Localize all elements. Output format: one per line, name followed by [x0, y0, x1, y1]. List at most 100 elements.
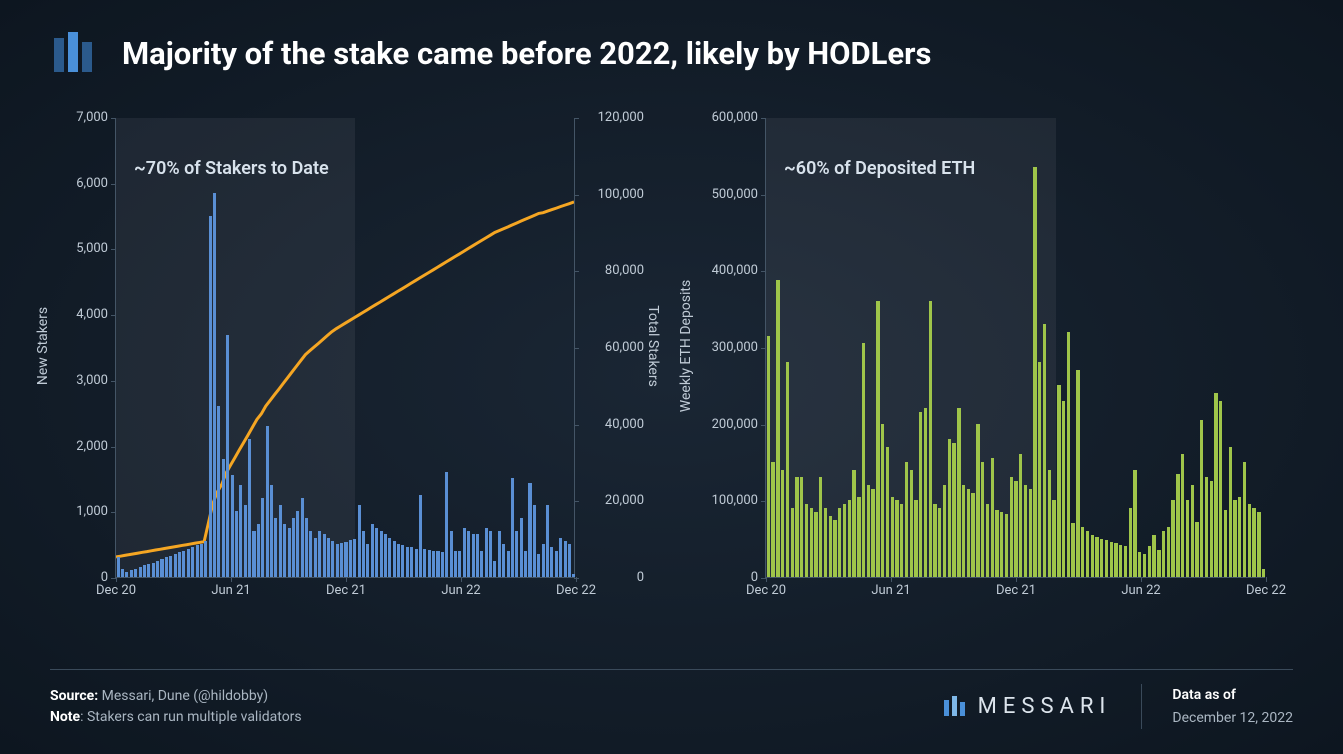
new-stakers-bar: [147, 564, 150, 577]
new-stakers-bar: [358, 505, 361, 577]
eth-deposits-bar: [905, 462, 908, 577]
eth-deposits-bar: [1024, 485, 1027, 577]
new-stakers-bar: [476, 534, 479, 577]
new-stakers-bar: [252, 531, 255, 577]
brand-mark-icon: [942, 694, 968, 720]
eth-deposits-bar: [1262, 569, 1265, 577]
eth-deposits-bar: [1148, 546, 1151, 577]
right-chart-panel: Weekly ETH Deposits ~60% of Deposited ET…: [670, 108, 1300, 628]
eth-deposits-bar: [1010, 477, 1013, 577]
brand-logo-icon: [50, 28, 100, 78]
eth-deposits-bar: [1257, 512, 1260, 577]
new-stakers-bar: [454, 551, 457, 577]
new-stakers-bar: [152, 563, 155, 577]
y-tick-label: 200,000: [686, 417, 766, 432]
left-chart-y-left-label: New Stakers: [35, 307, 51, 385]
eth-deposits-bar: [1119, 545, 1122, 577]
new-stakers-bar: [542, 544, 545, 577]
new-stakers-bar: [209, 216, 212, 577]
eth-deposits-bar: [881, 424, 884, 577]
new-stakers-bar: [270, 485, 273, 577]
eth-deposits-bar: [900, 504, 903, 577]
new-stakers-bar: [423, 549, 426, 577]
eth-deposits-bar: [1210, 481, 1213, 577]
new-stakers-bar: [419, 495, 422, 577]
eth-deposits-bar: [914, 500, 917, 577]
eth-deposits-bar: [852, 470, 855, 577]
eth-deposits-bar: [1076, 370, 1079, 577]
eth-deposits-bar: [1048, 470, 1051, 577]
new-stakers-bar: [309, 531, 312, 577]
new-stakers-bar: [384, 534, 387, 577]
date-label: Data as of: [1172, 684, 1293, 706]
new-stakers-bar: [472, 534, 475, 577]
new-stakers-bar: [274, 518, 277, 577]
new-stakers-bar: [537, 554, 540, 577]
eth-deposits-bar: [986, 504, 989, 577]
y-tick-label: 120,000: [574, 110, 644, 125]
new-stakers-bar: [217, 406, 220, 577]
eth-deposits-bar: [1138, 552, 1141, 577]
eth-deposits-bar: [1238, 497, 1241, 578]
new-stakers-bar: [489, 531, 492, 577]
eth-deposits-bar: [1071, 523, 1074, 577]
new-stakers-bar: [388, 538, 391, 577]
new-stakers-bar: [244, 505, 247, 577]
eth-deposits-bar: [1176, 474, 1179, 578]
new-stakers-bar: [169, 556, 172, 577]
new-stakers-bar: [401, 545, 404, 577]
eth-deposits-bar: [1252, 508, 1255, 577]
new-stakers-bar: [344, 542, 347, 577]
y-tick-label: 100,000: [574, 187, 644, 202]
eth-deposits-bar: [1167, 527, 1170, 577]
new-stakers-bar: [143, 565, 146, 577]
new-stakers-bar: [200, 544, 203, 577]
y-tick-label: 80,000: [574, 263, 644, 278]
eth-deposits-bar: [1029, 489, 1032, 577]
new-stakers-bar: [318, 531, 321, 577]
eth-deposits-bar: [876, 301, 879, 577]
new-stakers-bar: [340, 543, 343, 577]
footer-source-note: Source: Messari, Dune (@hildobby) Note: …: [50, 686, 912, 728]
new-stakers-bar: [498, 531, 501, 577]
eth-deposits-bar: [1200, 420, 1203, 577]
new-stakers-bar: [559, 538, 562, 577]
eth-deposits-bar: [1100, 539, 1103, 577]
new-stakers-bar: [292, 518, 295, 577]
left-chart-plot: ~70% of Stakers to Date 01,0002,0003,000…: [115, 118, 575, 578]
eth-deposits-bar: [786, 362, 789, 577]
new-stakers-bar: [288, 528, 291, 577]
eth-deposits-bar: [814, 512, 817, 577]
new-stakers-bar: [305, 518, 308, 577]
new-stakers-bar: [380, 531, 383, 577]
new-stakers-bar: [397, 544, 400, 577]
new-stakers-bar: [187, 549, 190, 577]
new-stakers-bar: [279, 505, 282, 577]
eth-deposits-bar: [1214, 393, 1217, 577]
source-value: Messari, Dune (@hildobby): [98, 688, 268, 704]
new-stakers-bar: [520, 518, 523, 577]
eth-deposits-bar: [1038, 362, 1041, 577]
new-stakers-bar: [480, 551, 483, 577]
eth-deposits-bar: [967, 489, 970, 577]
header: Majority of the stake came before 2022, …: [0, 0, 1343, 88]
eth-deposits-bar: [805, 504, 808, 577]
note-label: Note: [50, 709, 80, 725]
eth-deposits-bar: [1229, 447, 1232, 577]
eth-deposits-bar: [1124, 546, 1127, 577]
new-stakers-bar: [362, 531, 365, 577]
new-stakers-bar: [572, 574, 575, 577]
y-tick-label: 20,000: [574, 493, 644, 508]
left-annotation: ~70% of Stakers to Date: [134, 158, 329, 179]
new-stakers-bar: [406, 547, 409, 577]
new-stakers-bar: [564, 541, 567, 577]
new-stakers-bar: [327, 538, 330, 577]
new-stakers-bar: [130, 570, 133, 577]
eth-deposits-bar: [1152, 535, 1155, 577]
new-stakers-bar: [323, 534, 326, 577]
eth-deposits-bar: [1143, 554, 1146, 577]
eth-deposits-bar: [891, 497, 894, 578]
eth-deposits-bar: [767, 336, 770, 578]
eth-deposits-bar: [957, 408, 960, 577]
new-stakers-bar: [125, 572, 128, 577]
